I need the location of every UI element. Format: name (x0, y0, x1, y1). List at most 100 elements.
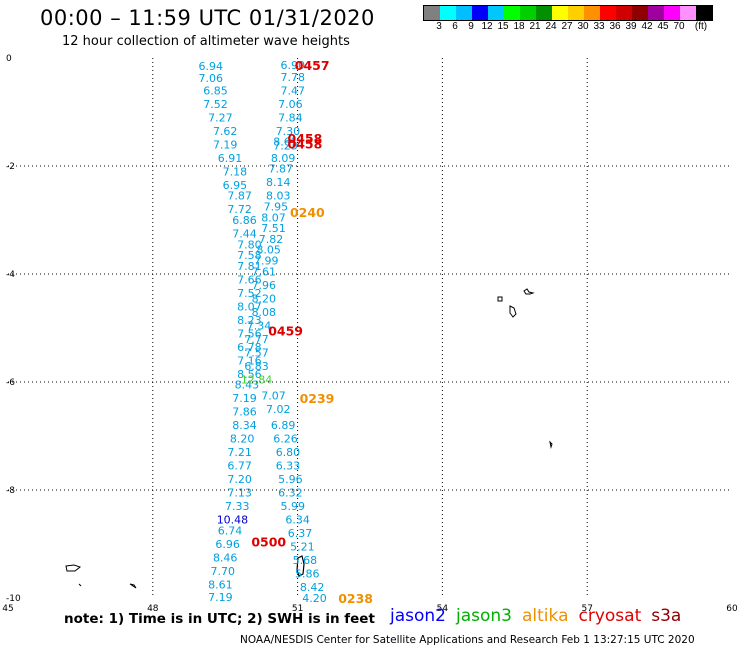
lat-tick-label: -2 (6, 162, 15, 172)
island (509, 305, 517, 318)
colorbar-swatch (648, 6, 664, 20)
wave-height-value: 7.44 (232, 228, 257, 241)
map-grid (8, 58, 732, 598)
wave-height-value: 5.96 (278, 473, 303, 486)
wave-height-value: 7.51 (261, 222, 286, 235)
island (65, 564, 82, 572)
wave-height-value: 6.80 (276, 446, 301, 459)
wave-height-value: 8.34 (232, 419, 257, 432)
island-outlines (65, 288, 553, 589)
lat-tick-label: -4 (6, 270, 15, 280)
wave-height-value: 7.58 (237, 249, 262, 262)
colorbar-label: 33 (593, 21, 605, 32)
wave-height-value: 8.20 (252, 292, 277, 305)
wave-height-value: 7.34 (247, 319, 272, 332)
wave-height-value: 7.30 (276, 125, 301, 138)
wave-height-value: 8.61 (273, 136, 298, 149)
wave-height-value: 7.70 (211, 565, 236, 578)
wave-height-value: 7.87 (268, 163, 293, 176)
colorbar-swatch (472, 6, 488, 20)
wave-height-value: 7.56 (237, 327, 262, 340)
colorbar-swatch (696, 6, 712, 20)
wave-height-value: 8.05 (256, 244, 281, 257)
pass-time-label: 0457 (295, 58, 330, 73)
wave-height-value: 7.96 (252, 279, 277, 292)
wave-height-value: 7.47 (281, 84, 306, 97)
colorbar-swatch (680, 6, 696, 20)
credit-line: NOAA/NESDIS Center for Satellite Applica… (240, 634, 695, 646)
legend-jason2: jason2 (390, 606, 446, 626)
wave-height-value: 8.43 (235, 379, 260, 392)
wave-height-value: 7.95 (264, 201, 289, 214)
colorbar-label: 39 (625, 21, 637, 32)
wave-height-value: 7.52 (203, 98, 228, 111)
wave-height-value: 4.20 (302, 592, 327, 605)
wave-height-value: 7.72 (227, 203, 252, 216)
wave-values: 6.947.066.857.527.277.627.196.917.186.95… (198, 59, 326, 605)
colorbar-label: 3 (436, 21, 442, 32)
lon-tick-label: 54 (437, 604, 449, 614)
wave-height-value: 7.99 (254, 255, 279, 268)
colorbar-swatch (488, 6, 504, 20)
lat-tick-label: -6 (6, 378, 15, 388)
wave-height-value: 7.61 (252, 265, 277, 278)
wave-height-value: 8.42 (300, 581, 325, 594)
colorbar-label: 6 (452, 21, 458, 32)
wave-height-value: 7.66 (237, 273, 262, 286)
wave-height-value: 7.20 (227, 473, 252, 486)
colorbar-label: 12 (481, 21, 493, 32)
colorbar (423, 5, 713, 21)
wave-height-value: 7.84 (278, 111, 303, 124)
wave-height-value: 5.21 (290, 541, 315, 554)
wave-height-value: 6.96 (215, 538, 240, 551)
colorbar-swatch (584, 6, 600, 20)
wave-height-value: 6.86 (232, 214, 257, 227)
colorbar-swatch (424, 6, 440, 20)
wave-height-value: 6.32 (278, 487, 303, 500)
wave-height-value: 6.94 (198, 60, 223, 73)
wave-height-value: 6.83 (244, 360, 269, 373)
legend-s3a: s3a (651, 606, 682, 626)
colorbar-swatch (568, 6, 584, 20)
island (129, 583, 137, 589)
wave-height-value: 7.27 (208, 111, 233, 124)
axis-labels: 45 48 51 54 57 60 0 -2 -4 -6 -8 -10 (2, 54, 738, 614)
wave-height-value: 7.06 (278, 98, 303, 111)
wave-height-value: 8.20 (230, 433, 255, 446)
wave-height-value: 6.74 (218, 525, 243, 538)
legend-cryosat: cryosat (578, 606, 642, 626)
wave-height-value: 8.07 (261, 211, 286, 224)
wave-height-value: 7.19 (213, 138, 238, 151)
wave-height-value: 7.19 (232, 392, 257, 405)
wave-height-value: 6.34 (285, 514, 310, 527)
lat-tick-label: -10 (6, 594, 21, 604)
wave-height-value: 5.68 (293, 554, 318, 567)
wave-height-value: 8.46 (213, 552, 238, 565)
wave-height-value: 7.23 (273, 139, 298, 152)
wave-height-value: 7.80 (237, 238, 262, 251)
colorbar-label: (ft) (694, 21, 708, 32)
wave-height-value: 7.16 (237, 354, 262, 367)
colorbar-label: 24 (545, 21, 557, 32)
colorbar-swatch (520, 6, 536, 20)
wave-height-value: 7.57 (244, 346, 269, 359)
wave-height-value: 7.13 (227, 487, 252, 500)
colorbar-swatch (632, 6, 648, 20)
colorbar-label: 36 (609, 21, 621, 32)
pass-time-label: 0238 (338, 591, 373, 606)
pass-time-label: 0458 (288, 136, 323, 151)
units-note: note: 1) Time is in UTC; 2) SWH is in fe… (64, 611, 375, 627)
wave-height-value: 8.07 (237, 300, 262, 313)
colorbar-swatch (664, 6, 680, 20)
wave-height-value: 8.03 (266, 190, 291, 203)
colorbar-swatch (536, 6, 552, 20)
lon-tick-label: 60 (726, 604, 738, 614)
wave-height-value: 7.33 (225, 500, 250, 513)
colorbar-swatch (456, 6, 472, 20)
wave-height-value: 5.86 (295, 568, 320, 581)
lon-tick-label: 45 (2, 604, 13, 614)
wave-height-value: 6.89 (271, 419, 296, 432)
wave-height-value: 7.86 (232, 406, 257, 419)
pass-time-label: 0458 (288, 131, 323, 146)
